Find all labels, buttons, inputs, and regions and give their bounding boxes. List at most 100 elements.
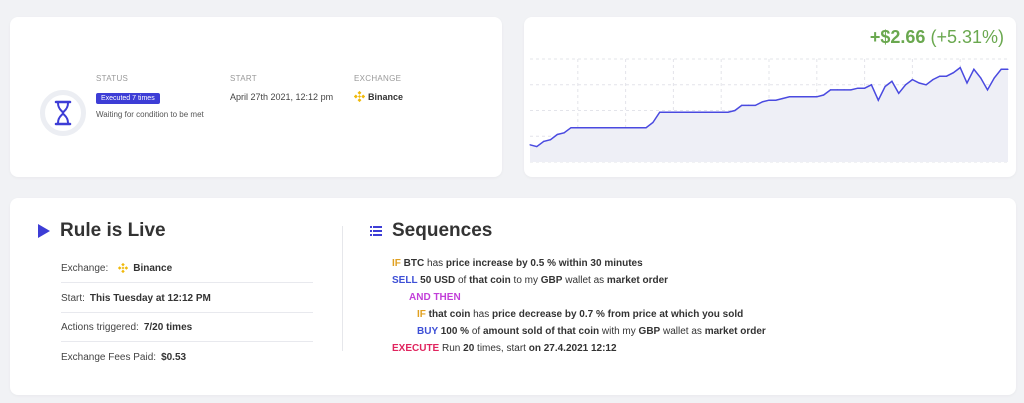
sequences-title: Sequences xyxy=(370,220,492,242)
chart-point xyxy=(877,99,879,101)
chart-point xyxy=(1007,68,1009,70)
rule-card: Rule is Live Exchange: Binance Start: Th… xyxy=(10,198,1016,395)
gain-absolute: +$2.66 xyxy=(869,27,926,47)
binance-icon xyxy=(118,263,129,273)
chart-point xyxy=(618,127,620,129)
start-label: START xyxy=(230,74,257,83)
chart-point xyxy=(1000,68,1002,70)
status-label: STATUS xyxy=(96,74,129,83)
chart-point xyxy=(590,127,593,129)
status-card: STATUS Executed 7 times Waiting for cond… xyxy=(10,17,502,177)
rule-value: This Tuesday at 12:12 PM xyxy=(89,292,211,304)
chart-point xyxy=(952,72,954,74)
chart-point xyxy=(741,104,743,106)
sequence-line: BUY 100 % of amount sold of that coin wi… xyxy=(417,326,766,337)
chart-point xyxy=(754,104,756,106)
chart-point xyxy=(713,111,715,113)
exchange-name: Binance xyxy=(368,91,404,102)
chart-point xyxy=(898,92,900,94)
rule-row-start: Start: This Tuesday at 12:12 PM xyxy=(61,284,313,313)
chart-point xyxy=(679,111,681,113)
chart-point xyxy=(747,104,750,106)
chart-point xyxy=(536,145,538,148)
chart-point xyxy=(700,111,702,113)
chart-point xyxy=(706,111,709,113)
chart-point xyxy=(932,79,934,81)
chart-point xyxy=(850,89,852,91)
chart-point xyxy=(816,96,818,98)
gain-display: +$2.66 (+5.31%) xyxy=(870,27,1004,48)
chart-point xyxy=(529,144,531,146)
chart-point xyxy=(727,111,729,113)
list-icon xyxy=(370,226,382,236)
chart-point xyxy=(775,99,777,101)
rule-key: Exchange Fees Paid: xyxy=(61,352,157,363)
chart-point xyxy=(645,127,647,129)
chart-point xyxy=(631,127,634,129)
chart-point xyxy=(843,89,845,91)
rule-value: Binance xyxy=(133,262,173,274)
chart-point xyxy=(672,111,674,113)
chart-point xyxy=(870,84,873,86)
chart-point xyxy=(665,111,668,113)
chart-point xyxy=(652,121,654,124)
rule-key: Exchange: xyxy=(61,262,109,274)
chart-point xyxy=(693,111,695,113)
chart-point xyxy=(829,89,832,91)
chart-point xyxy=(768,99,770,101)
rule-row-exchange: Exchange: Binance xyxy=(61,254,313,283)
rule-key: Actions triggered: xyxy=(61,321,139,333)
sequences-title-text: Sequences xyxy=(392,220,493,241)
divider xyxy=(342,226,343,351)
chart-point xyxy=(597,127,599,129)
chart-point xyxy=(625,127,627,129)
chart-point xyxy=(857,87,859,89)
chart-point xyxy=(918,82,920,84)
chart-point xyxy=(809,96,811,98)
rule-value: $0.53 xyxy=(161,352,187,363)
sequence-line: IF that coin has price decrease by 0.7 %… xyxy=(417,309,744,320)
chart-point xyxy=(611,127,613,129)
chart-point xyxy=(686,111,688,113)
chart-point xyxy=(911,79,913,81)
chart-card: +$2.66 (+5.31%) xyxy=(524,17,1016,177)
chart-point xyxy=(563,132,565,134)
chart-point xyxy=(788,96,791,98)
sequence-line: IF BTC has price increase by 0.5 % withi… xyxy=(392,258,643,269)
price-chart xyxy=(529,58,1009,163)
chart-point xyxy=(864,87,866,89)
chart-point xyxy=(761,101,763,103)
chart-area xyxy=(530,67,1008,162)
chart-point xyxy=(986,89,989,91)
chart-point xyxy=(980,77,982,79)
exchange-label: EXCHANGE xyxy=(354,74,402,83)
sequence-line: EXECUTE Run 20 times, start on 27.4.2021… xyxy=(392,343,617,354)
chart-point xyxy=(966,82,968,84)
chart-point xyxy=(734,109,736,112)
chart-point xyxy=(556,133,558,136)
chart-point xyxy=(543,140,545,142)
chart-point xyxy=(939,75,941,77)
rule-row-fees: Exchange Fees Paid: $0.53 xyxy=(61,343,313,372)
chart-point xyxy=(823,94,825,96)
chart-point xyxy=(659,111,661,113)
chart-point xyxy=(577,127,579,129)
start-value: April 27th 2021, 12:12 pm xyxy=(230,92,334,102)
chart-point xyxy=(959,66,961,69)
rule-title-text: Rule is Live xyxy=(60,220,166,241)
chart-point xyxy=(604,127,606,129)
chart-point xyxy=(891,80,893,82)
chart-point xyxy=(570,127,572,129)
chart-point xyxy=(720,111,722,113)
chart-point xyxy=(904,84,907,86)
chart-point xyxy=(993,77,995,79)
chart-point xyxy=(782,97,784,100)
exchange-value: Binance xyxy=(354,91,403,102)
rule-value: 7/20 times xyxy=(143,321,193,333)
chart-point xyxy=(584,127,586,129)
sequence-line: SELL 50 USD of that coin to my GBP walle… xyxy=(392,275,669,286)
chart-point xyxy=(884,85,886,88)
status-text: Waiting for condition to be met xyxy=(96,110,204,119)
chart-point xyxy=(638,127,640,129)
chart-point xyxy=(973,68,975,70)
